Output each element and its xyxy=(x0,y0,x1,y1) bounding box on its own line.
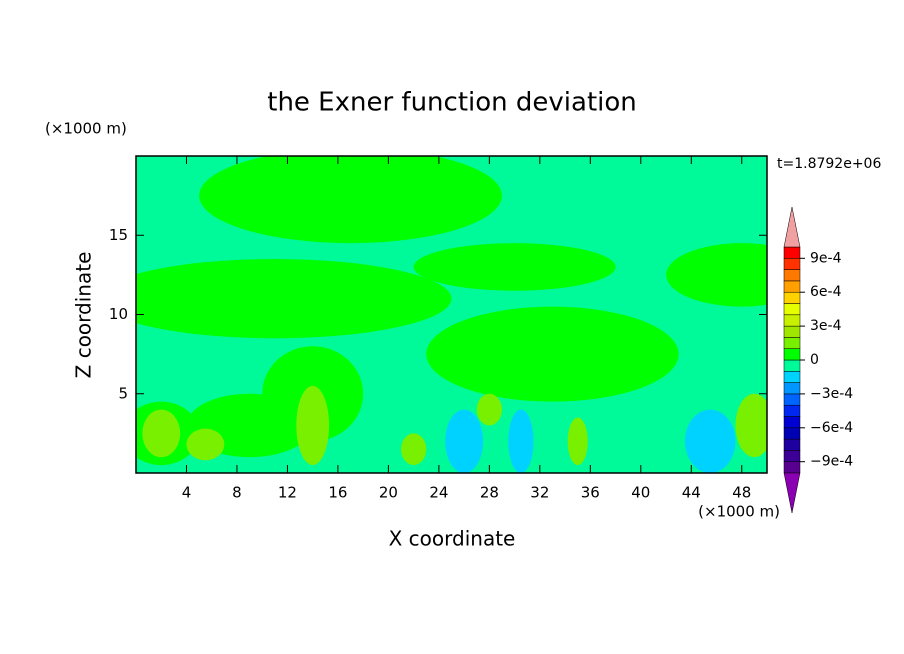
colorbar-extend-low xyxy=(783,472,801,514)
x-tick-label: 12 xyxy=(278,484,297,502)
x-tick-label: 48 xyxy=(732,484,751,502)
colorbar-box xyxy=(783,450,801,462)
colorbar-box xyxy=(783,461,801,474)
y-tick-label: 15 xyxy=(109,226,128,244)
field xyxy=(136,156,767,473)
contour-region xyxy=(401,433,427,466)
contour-region xyxy=(684,409,736,473)
colorbar-box xyxy=(783,359,801,372)
contour-region xyxy=(426,306,679,402)
contour-region xyxy=(567,417,588,466)
contour-region xyxy=(296,385,330,466)
contour-region xyxy=(142,409,181,458)
colorbar-box xyxy=(783,348,801,361)
colorbar-box xyxy=(783,246,801,259)
time-annotation: t=1.8792e+06 xyxy=(777,156,881,172)
colorbar-box xyxy=(783,337,801,349)
colorbar-box xyxy=(783,382,801,395)
y-tick-label: 10 xyxy=(109,305,128,323)
colorbar-box xyxy=(783,269,801,282)
colorbar-box xyxy=(783,427,801,440)
colorbar-box xyxy=(783,393,801,406)
colorbar-tick-label: 3e-4 xyxy=(810,318,842,334)
contour-region xyxy=(199,156,502,244)
colorbar-box xyxy=(783,314,801,327)
contour-region xyxy=(508,409,534,473)
colorbar-tick-label: 0 xyxy=(810,352,819,368)
x-tick-label: 4 xyxy=(182,484,192,502)
contour-region xyxy=(413,243,616,291)
x-tick-label: 44 xyxy=(682,484,701,502)
x-tick-label: 40 xyxy=(631,484,650,502)
chart-title: the Exner function deviation xyxy=(267,88,637,118)
colorbar-box xyxy=(783,303,801,316)
x-axis-label: X coordinate xyxy=(389,527,516,551)
colorbar-box xyxy=(783,291,801,304)
colorbar-tick-label: −6e-4 xyxy=(810,420,853,436)
x-tick-label: 8 xyxy=(232,484,242,502)
colorbar-box xyxy=(783,258,801,270)
contour-region xyxy=(735,393,767,458)
colorbar-tick-label: −9e-4 xyxy=(810,454,853,470)
x-unit: (×1000 m) xyxy=(698,503,780,521)
x-tick-label: 20 xyxy=(379,484,398,502)
colorbar-box xyxy=(783,404,801,417)
colorbar-tick-label: 9e-4 xyxy=(810,250,842,266)
y-unit: (×1000 m) xyxy=(45,120,127,138)
y-axis-label: Z coordinate xyxy=(72,252,96,379)
colorbar-box xyxy=(783,416,801,429)
colorbar-extend-high xyxy=(783,206,801,248)
colorbar-box xyxy=(783,325,801,338)
colorbar-box xyxy=(783,438,801,451)
colorbar-box xyxy=(783,280,801,293)
y-tick-label: 5 xyxy=(118,384,128,402)
contour-region xyxy=(136,259,452,339)
contour-region xyxy=(476,393,502,426)
colorbar-tick-label: −3e-4 xyxy=(810,386,853,402)
x-tick-label: 36 xyxy=(581,484,600,502)
contour-region xyxy=(445,409,484,473)
x-tick-label: 28 xyxy=(480,484,499,502)
contour-region xyxy=(186,428,225,461)
colorbar-box xyxy=(783,371,801,383)
x-tick-label: 24 xyxy=(429,484,448,502)
contour-region xyxy=(666,243,767,307)
x-tick-label: 16 xyxy=(328,484,347,502)
colorbar-tick-label: 6e-4 xyxy=(810,284,842,300)
x-tick-label: 32 xyxy=(530,484,549,502)
